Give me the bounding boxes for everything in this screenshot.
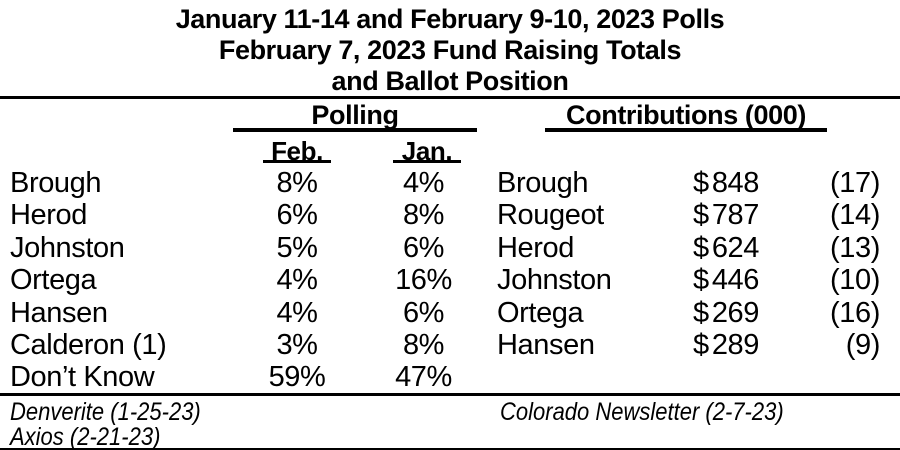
ballot-position: (13): [830, 231, 880, 264]
ballot-position: (16): [830, 296, 880, 329]
polling-table: Brough 8% 4% Herod 6% 8% Johnston 5% 6% …: [10, 167, 490, 394]
contribution-amount: $289: [693, 329, 759, 362]
document-title: January 11-14 and February 9-10, 2023 Po…: [0, 4, 900, 97]
polling-row: Johnston 5% 6%: [10, 232, 490, 264]
candidate-name: Calderon (1): [10, 328, 167, 361]
feb-value: 5%: [276, 231, 318, 264]
candidate-name: Ortega: [497, 296, 584, 329]
column-header-feb: Feb.: [263, 136, 331, 166]
candidate-name: Hansen: [10, 296, 108, 329]
source-citation-colorado-newsletter: Colorado Newsletter (2-7-23): [500, 398, 784, 426]
polling-row: Hansen 4% 6%: [10, 297, 490, 329]
feb-value: 4%: [276, 296, 318, 329]
polling-row: Brough 8% 4%: [10, 167, 490, 199]
dollar-sign: $: [693, 199, 709, 232]
contributions-table: Brough $848 (17) Rougeot $787 (14) Herod…: [497, 167, 880, 361]
contribution-row: Rougeot $787 (14): [497, 199, 880, 231]
ballot-position: (10): [830, 264, 880, 297]
contribution-row: Johnston $446 (10): [497, 264, 880, 296]
contribution-amount: $848: [693, 167, 759, 200]
amount-value: 787: [711, 199, 760, 232]
dollar-sign: $: [693, 264, 709, 297]
jan-value: 4%: [402, 167, 445, 199]
ballot-position: (17): [830, 167, 880, 199]
jan-value: 8%: [402, 199, 445, 232]
polling-row: Calderon (1) 3% 8%: [10, 329, 490, 361]
candidate-name: Brough: [10, 167, 102, 199]
ballot-position: (14): [830, 199, 880, 232]
jan-value: 16%: [395, 264, 452, 297]
jan-value: 6%: [402, 296, 445, 329]
candidate-name: Johnston: [10, 231, 125, 264]
candidate-name: Brough: [497, 167, 589, 199]
polling-row: Ortega 4% 16%: [10, 264, 490, 296]
feb-value: 8%: [276, 167, 318, 199]
feb-value: 59%: [268, 361, 326, 394]
candidate-name: Herod: [10, 199, 87, 232]
top-rule: [0, 96, 900, 99]
amount-value: 848: [711, 167, 760, 199]
candidate-name: Rougeot: [497, 199, 604, 232]
contribution-row: Hansen $289 (9): [497, 329, 880, 361]
feb-value: 6%: [276, 199, 318, 232]
dollar-sign: $: [693, 167, 709, 199]
polling-section-header: Polling: [233, 100, 477, 132]
contribution-amount: $624: [693, 232, 759, 265]
jan-value: 6%: [402, 231, 445, 264]
title-line-2: February 7, 2023 Fund Raising Totals: [218, 35, 682, 65]
ballot-position: (9): [845, 328, 881, 361]
dollar-sign: $: [693, 328, 709, 361]
column-header-jan: Jan.: [393, 136, 461, 166]
amount-value: 624: [711, 231, 760, 264]
jan-value: 8%: [402, 328, 445, 361]
source-citation-denverite: Denverite (1-25-23): [10, 398, 201, 426]
contribution-amount: $787: [693, 199, 759, 232]
amount-value: 289: [711, 328, 760, 361]
title-line-1: January 11-14 and February 9-10, 2023 Po…: [175, 4, 725, 34]
polling-row: Herod 6% 8%: [10, 199, 490, 231]
contribution-amount: $446: [693, 264, 759, 297]
title-line-3: and Ballot Position: [331, 66, 569, 96]
amount-value: 446: [711, 264, 760, 297]
feb-value: 4%: [276, 264, 318, 297]
candidate-name: Hansen: [497, 328, 595, 361]
polling-row: Don’t Know 59% 47%: [10, 361, 490, 393]
amount-value: 269: [711, 296, 760, 329]
dollar-sign: $: [693, 231, 709, 264]
contribution-row: Ortega $269 (16): [497, 297, 880, 329]
contribution-row: Herod $624 (13): [497, 232, 880, 264]
feb-value: 3%: [276, 328, 318, 361]
bottom-rule: [0, 448, 900, 450]
candidate-name: Ortega: [10, 264, 97, 297]
dollar-sign: $: [693, 296, 709, 329]
candidate-name: Johnston: [497, 264, 612, 297]
source-citation-axios: Axios (2-21-23): [10, 423, 161, 450]
candidate-name: Herod: [497, 231, 574, 264]
footer-rule: [0, 393, 900, 396]
contributions-section-header: Contributions (000): [545, 100, 827, 132]
contribution-row: Brough $848 (17): [497, 167, 880, 199]
contribution-amount: $269: [693, 297, 759, 330]
jan-value: 47%: [395, 361, 452, 394]
candidate-name: Don’t Know: [10, 361, 155, 394]
